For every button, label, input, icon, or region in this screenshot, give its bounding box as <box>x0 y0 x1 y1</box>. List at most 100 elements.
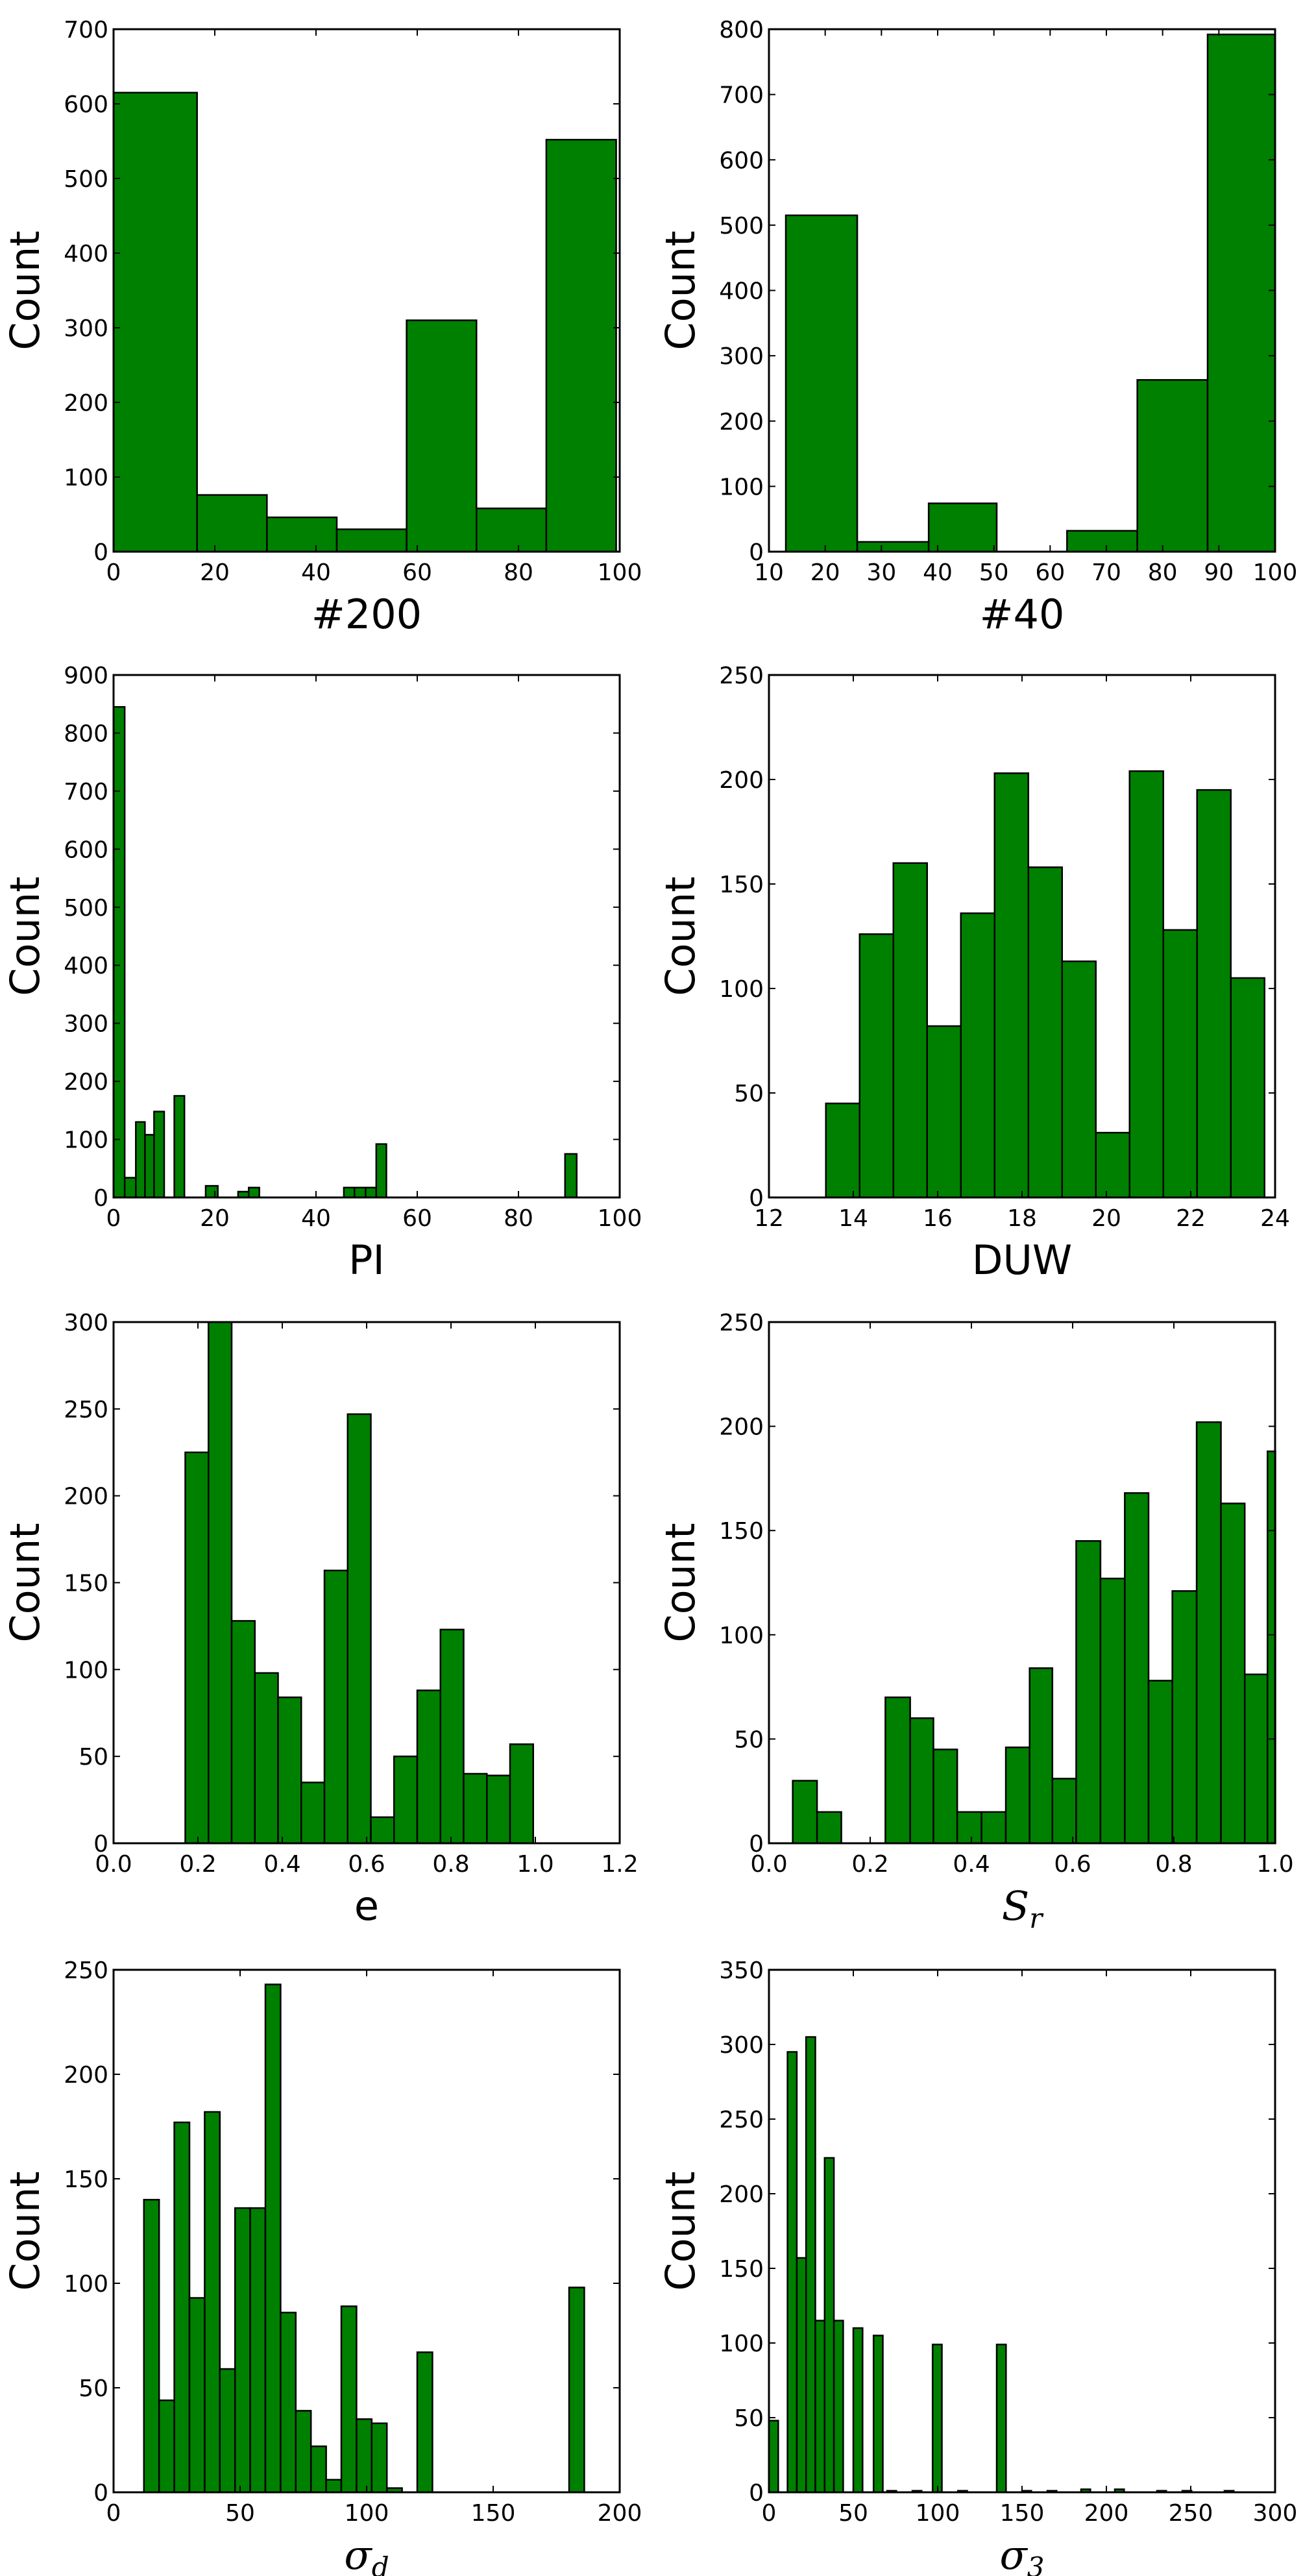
histogram-bar <box>264 1983 282 2494</box>
y-tick-label: 200 <box>64 390 108 417</box>
histogram-bar <box>343 1186 356 1199</box>
y-tick-label: 500 <box>64 166 108 193</box>
x-axis-label: Sr <box>1002 1882 1044 1934</box>
histogram-bar <box>956 1811 982 1845</box>
y-tick-label: 200 <box>719 2181 764 2208</box>
y-tick-label: 50 <box>79 2375 108 2402</box>
histogram-bar <box>112 92 198 553</box>
histogram-bar <box>1005 1746 1030 1845</box>
histogram-bar <box>509 1743 534 1845</box>
histogram-bar <box>1051 1778 1077 1845</box>
x-tick-label: 1.0 <box>517 1851 554 1878</box>
histogram-bar <box>1128 770 1164 1199</box>
y-axis-label: Count <box>657 230 704 350</box>
y-tick-label: 100 <box>719 2331 764 2357</box>
histogram-bar <box>135 1121 146 1199</box>
x-tick-label: 22 <box>1176 1205 1206 1232</box>
x-axis-label: #40 <box>980 591 1065 638</box>
histogram-bar <box>347 1413 372 1845</box>
histogram-bar <box>416 1689 441 1845</box>
y-tick-label: 500 <box>719 213 764 239</box>
histogram-panel-4: 0 50 100 150 200 250 12 14 16 18 20 22 24 Count DUW <box>657 663 1290 1284</box>
histogram-bar <box>1195 1421 1222 1845</box>
y-tick-label: 350 <box>719 1957 764 1984</box>
y-tick-label: 700 <box>64 779 108 805</box>
histogram-panel-5: 0 50 100 150 200 250 300 0.0 0.2 0.4 0.6 0.8 1.0 1.2 C… <box>1 1310 639 1930</box>
x-tick-label: 0.8 <box>432 1851 469 1878</box>
y-tick-label: 400 <box>719 278 764 305</box>
x-axis-label-subscript: 3 <box>1027 2551 1045 2576</box>
y-tick-label: 100 <box>719 1623 764 1649</box>
x-axis-label: σ3 <box>999 2531 1044 2576</box>
y-tick-label: 700 <box>64 17 108 43</box>
histogram-bar <box>1095 1131 1130 1199</box>
y-tick-label: 0 <box>93 1831 108 1858</box>
x-axis-label: PI <box>348 1236 385 1284</box>
y-tick-label: 250 <box>719 1310 764 1336</box>
histogram-bar <box>816 1811 842 1845</box>
histogram-bar <box>219 2368 236 2494</box>
y-tick-label: 100 <box>64 1127 108 1154</box>
y-tick-label: 0 <box>93 2480 108 2507</box>
x-tick-label: 60 <box>402 559 432 586</box>
y-tick-label: 400 <box>64 241 108 267</box>
y-tick-label: 100 <box>64 2271 108 2298</box>
histogram-bar <box>884 1696 911 1845</box>
x-tick-label: 20 <box>1091 1205 1121 1232</box>
plot-frame <box>112 28 621 553</box>
histogram-bar <box>323 1569 348 1845</box>
x-tick-label: 0 <box>106 559 121 586</box>
histogram-bar <box>1206 33 1276 553</box>
y-tick-label: 50 <box>734 1726 764 1753</box>
y-tick-label: 250 <box>719 2107 764 2133</box>
x-tick-label: 24 <box>1260 1205 1290 1232</box>
histogram-bar <box>1136 379 1209 553</box>
histogram-panel-3: 0 100 200 300 400 500 600 700 800 900 0 20 40 60 80 100… <box>1 663 642 1284</box>
histogram-bar <box>927 502 998 553</box>
histogram-bar <box>993 772 1029 1199</box>
y-tick-label: 100 <box>64 465 108 491</box>
histogram-bar <box>926 1025 962 1199</box>
x-tick-label: 0.2 <box>851 1851 888 1878</box>
y-tick-label: 150 <box>719 872 764 898</box>
x-axis-label-subscript: r <box>1029 1902 1044 1934</box>
histogram-bar <box>365 1186 378 1199</box>
x-tick-label: 20 <box>200 559 230 586</box>
histogram-bar <box>786 2051 798 2494</box>
histogram-panel-1: 0 100 200 300 400 500 600 700 0 20 40 60 80 100 Count #… <box>1 17 642 638</box>
histogram-bar <box>325 2479 343 2494</box>
y-axis-label: Count <box>1 1523 49 1642</box>
x-tick-label: 50 <box>225 2500 255 2527</box>
x-tick-label: 80 <box>1148 559 1178 586</box>
histogram-bar <box>144 1134 155 1199</box>
y-tick-label: 250 <box>64 1397 108 1423</box>
histogram-bar <box>1147 1680 1173 1845</box>
histogram-bar <box>792 1780 818 1845</box>
histogram-bar <box>892 862 928 1199</box>
histogram-bar <box>931 2344 943 2494</box>
histogram-bar <box>153 1110 165 1199</box>
x-tick-label: 70 <box>1091 559 1121 586</box>
histogram-bar <box>814 2320 826 2494</box>
y-tick-label: 600 <box>719 147 764 174</box>
plot-frame <box>112 674 621 1199</box>
y-tick-label: 800 <box>719 17 764 43</box>
histogram-bar <box>1171 1590 1198 1845</box>
y-tick-label: 50 <box>79 1744 108 1771</box>
histogram-bar <box>564 1153 578 1199</box>
histogram-bar <box>768 2420 779 2494</box>
histogram-bar <box>143 2198 160 2494</box>
y-tick-label: 600 <box>64 837 108 863</box>
histogram-bar <box>932 1748 958 1845</box>
y-tick-label: 100 <box>719 474 764 500</box>
x-tick-label: 150 <box>1000 2500 1045 2527</box>
histogram-bar <box>960 912 995 1199</box>
histogram-bar <box>872 2335 884 2494</box>
y-tick-label: 250 <box>719 663 764 689</box>
histogram-bar <box>158 2399 175 2494</box>
y-tick-label: 50 <box>734 1081 764 1107</box>
histogram-bar <box>393 1755 419 1845</box>
x-tick-label: 1.2 <box>601 1851 638 1878</box>
y-tick-label: 200 <box>64 2062 108 2089</box>
histogram-bar <box>340 2305 358 2494</box>
